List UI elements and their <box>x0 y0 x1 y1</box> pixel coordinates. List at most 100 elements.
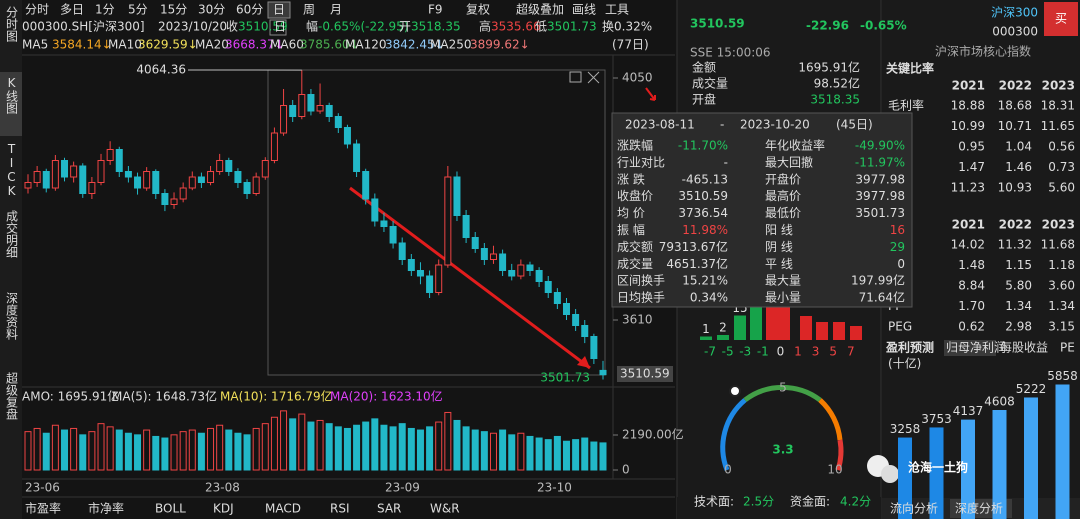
side-tab: TICK <box>5 142 19 198</box>
candle-body <box>362 171 370 200</box>
gauge-score: 3.3 <box>772 443 793 457</box>
info-text: 高 <box>479 19 491 34</box>
dist-bar <box>850 326 862 340</box>
gauge-value: 2.5分 <box>743 495 774 509</box>
volume-bar <box>298 413 306 471</box>
forecast-bar <box>929 427 944 519</box>
wechat-icon <box>881 465 899 483</box>
field-label: 金额 <box>692 60 716 75</box>
candle-body <box>170 198 178 205</box>
stat-label: 行业对比 <box>617 155 665 169</box>
row-value: 11.65 <box>1041 119 1075 133</box>
row-value: 3.15 <box>1048 320 1075 334</box>
volume-bar <box>480 431 488 471</box>
price: 3510.59 <box>690 17 745 31</box>
info-text: 3501.73 <box>547 20 597 34</box>
row-value: 0.62 <box>958 320 985 334</box>
ma-value: 3629.59↓ <box>138 38 198 52</box>
date-label: 23-08 <box>205 481 240 495</box>
info-text: 0.32% <box>614 20 652 34</box>
side-tab: 深度资料 <box>5 292 19 340</box>
candle-body <box>152 171 160 194</box>
volume-bar <box>353 424 361 471</box>
side-tab-active <box>0 72 22 136</box>
period-tab: F9 <box>428 3 443 17</box>
row-value: 1.04 <box>1005 140 1032 154</box>
field-value: 1695.91亿 <box>798 60 860 75</box>
gauge-value: 4.2分 <box>840 495 871 509</box>
candle-body <box>544 281 552 293</box>
volume-bar <box>289 418 297 471</box>
trend-arrow <box>349 186 591 370</box>
dist-label: 7 <box>847 345 855 359</box>
close-icon[interactable] <box>587 71 600 84</box>
dist-bar <box>766 305 778 340</box>
stat-value: 11.98% <box>682 223 728 237</box>
candle-body <box>508 270 516 277</box>
dist-label: -1 <box>757 345 769 359</box>
row-value: 8.84 <box>958 279 985 293</box>
buy-button[interactable] <box>1044 2 1078 36</box>
year-header: 2021 <box>952 79 985 93</box>
info-text: 3518.35 <box>411 20 461 34</box>
row-value: 0.56 <box>1048 140 1075 154</box>
stat-label: 最大回撤 <box>765 154 813 169</box>
info-text: 开 <box>399 20 411 34</box>
volume-bar <box>471 429 479 471</box>
days-label: (77日) <box>612 38 649 52</box>
volume-bar <box>24 431 32 471</box>
side-tab: K线图 <box>5 76 19 114</box>
candle-body <box>316 105 324 112</box>
stat-label: 成交量 <box>617 256 653 271</box>
ma-value: 3584.14↓ <box>52 38 112 52</box>
volume-bar <box>435 421 443 471</box>
stat-value: -11.97% <box>855 155 905 169</box>
volume-bar <box>389 426 397 471</box>
forecast-bar <box>992 409 1007 519</box>
field-value: 3518.35 <box>810 93 860 107</box>
dist-bar <box>750 305 762 340</box>
volume-bar <box>562 440 570 471</box>
volume-bar <box>599 442 607 471</box>
volume-bar <box>416 429 424 471</box>
indicator-tab: RSI <box>330 502 350 516</box>
dist-bar <box>816 322 828 340</box>
gauge-arc <box>818 398 843 441</box>
ma-value: 3842.45↓ <box>385 38 445 52</box>
stat-label: 涨跌幅 <box>617 138 653 153</box>
forecast-bar <box>1024 397 1038 519</box>
period-tab: 分时 <box>25 3 49 17</box>
candle-body <box>453 176 461 216</box>
candle-body <box>389 226 397 244</box>
volume-bar <box>544 439 552 471</box>
forecast-bar <box>1055 384 1070 519</box>
restore-icon[interactable] <box>569 71 582 83</box>
day-box <box>269 19 287 36</box>
candle-body <box>416 270 424 277</box>
candle-body <box>353 143 361 172</box>
candle-body <box>462 215 470 238</box>
forecast-tab: 归母净利润 <box>946 341 1006 355</box>
volume-bar <box>70 427 78 471</box>
stat-label: 均 价 <box>617 206 645 220</box>
dist-label: 3 <box>812 345 820 359</box>
volume-bar <box>489 432 497 471</box>
row-value: 0.73 <box>1048 160 1075 174</box>
volume-bar <box>179 431 187 471</box>
info-text: -0.65%(-22.95) <box>318 20 409 34</box>
period-tab: 画线 <box>572 3 596 17</box>
volume-bar <box>225 429 233 471</box>
period-tab: 月 <box>330 3 342 17</box>
candle-body <box>526 264 534 271</box>
row-value: 10.71 <box>998 119 1032 133</box>
volume-bar <box>270 416 278 471</box>
candle-body <box>581 325 589 337</box>
volume-bar <box>161 437 169 471</box>
row-value: 1.34 <box>1048 299 1075 313</box>
volume-bar <box>280 410 288 471</box>
range-sep: - <box>720 118 724 132</box>
volume-bar <box>334 426 342 471</box>
period-tab: 15分 <box>160 3 187 17</box>
volume-bar <box>453 419 461 471</box>
period-tab: 30分 <box>198 3 225 17</box>
